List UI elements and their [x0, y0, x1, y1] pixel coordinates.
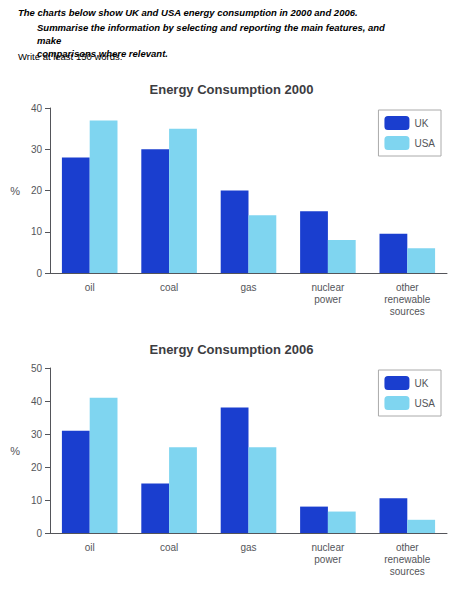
- svg-text:30: 30: [31, 144, 43, 155]
- svg-text:USA: USA: [414, 398, 435, 409]
- svg-text:0: 0: [36, 268, 42, 279]
- svg-text:sources: sources: [390, 306, 425, 317]
- svg-text:gas: gas: [240, 282, 256, 293]
- svg-text:other: other: [396, 542, 419, 553]
- svg-text:nuclear: nuclear: [311, 282, 344, 293]
- svg-text:coal: coal: [160, 542, 178, 553]
- svg-text:50: 50: [31, 363, 43, 374]
- svg-text:UK: UK: [414, 378, 428, 389]
- svg-text:Energy Consumption 2006: Energy Consumption 2006: [150, 342, 314, 357]
- svg-text:The charts below show UK and U: The charts below show UK and USA energy …: [18, 7, 358, 18]
- svg-text:power: power: [314, 554, 342, 565]
- svg-text:power: power: [314, 294, 342, 305]
- svg-text:40: 40: [31, 396, 43, 407]
- svg-text:20: 20: [31, 462, 43, 473]
- svg-text:UK: UK: [414, 118, 428, 129]
- svg-text:coal: coal: [160, 282, 178, 293]
- svg-text:nuclear: nuclear: [311, 542, 344, 553]
- svg-text:renewable: renewable: [384, 294, 431, 305]
- svg-text:%: %: [10, 185, 20, 197]
- svg-text:0: 0: [36, 528, 42, 539]
- svg-text:USA: USA: [414, 138, 435, 149]
- svg-text:oil: oil: [85, 282, 95, 293]
- svg-text:40: 40: [31, 103, 43, 114]
- svg-text:20: 20: [31, 185, 43, 196]
- svg-text:10: 10: [31, 226, 43, 237]
- svg-text:sources: sources: [390, 566, 425, 577]
- svg-text:oil: oil: [85, 542, 95, 553]
- svg-text:30: 30: [31, 429, 43, 440]
- svg-text:Write at least 150 words.: Write at least 150 words.: [18, 51, 122, 62]
- svg-text:10: 10: [31, 495, 43, 506]
- svg-text:gas: gas: [240, 542, 256, 553]
- svg-text:Energy Consumption 2000: Energy Consumption 2000: [150, 82, 314, 97]
- svg-text:other: other: [396, 282, 419, 293]
- svg-text:%: %: [10, 445, 20, 457]
- svg-text:Summarise the information by s: Summarise the information by selecting a…: [37, 22, 388, 33]
- svg-text:make: make: [37, 35, 62, 46]
- svg-text:renewable: renewable: [384, 554, 431, 565]
